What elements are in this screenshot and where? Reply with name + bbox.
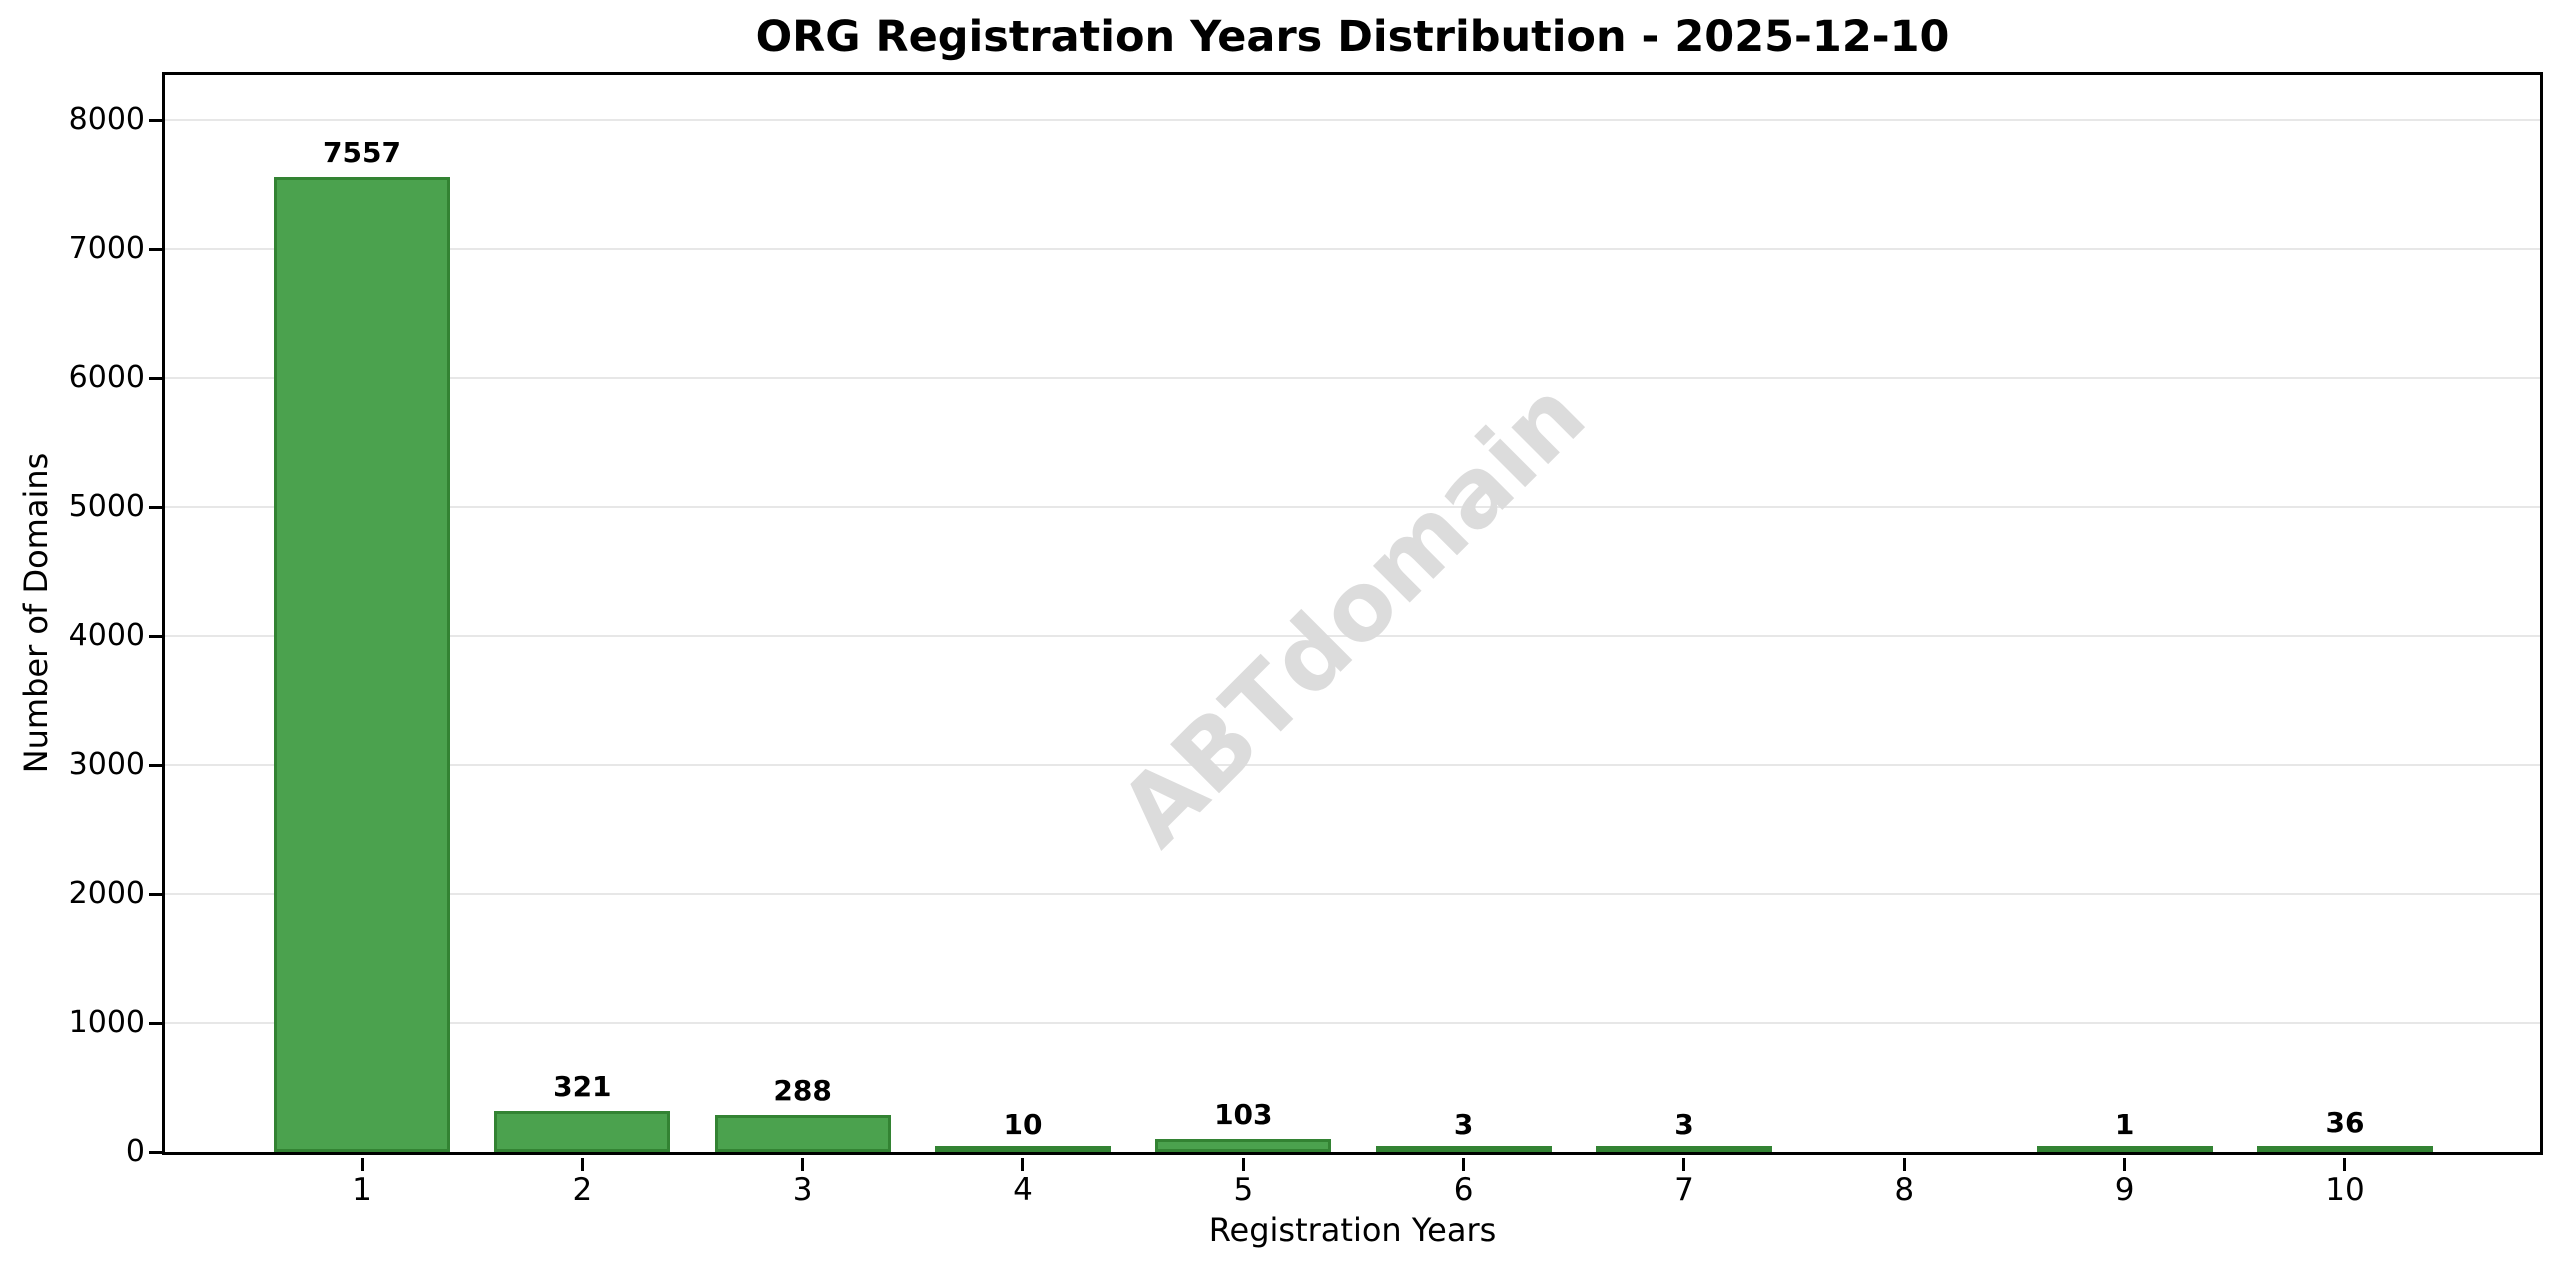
bar-value-label: 288 <box>773 1074 832 1107</box>
bar-value-label: 321 <box>553 1070 612 1103</box>
bar <box>1595 1146 1772 1152</box>
x-axis-label: Registration Years <box>1208 1211 1497 1249</box>
bar-value-label: 3 <box>1453 1108 1474 1141</box>
gridline <box>165 506 2540 509</box>
y-tick-mark <box>149 505 162 509</box>
x-tick-mark <box>360 1158 364 1171</box>
gridline <box>165 635 2540 638</box>
y-tick-label: 1000 <box>68 1005 145 1041</box>
y-tick-mark <box>149 892 162 896</box>
x-tick-label: 1 <box>352 1172 372 1208</box>
x-tick-mark <box>1902 1158 1906 1171</box>
gridline <box>165 893 2540 896</box>
x-tick-label: 2 <box>572 1172 593 1208</box>
x-tick-mark <box>1021 1158 1025 1171</box>
y-tick-label: 7000 <box>68 231 145 267</box>
bar <box>274 177 450 1152</box>
bar <box>714 1115 891 1152</box>
bar-value-label: 103 <box>1214 1098 1273 1131</box>
plot-area: ABTdomain 0 1000 2000 3000 4000 5000 6000 7000 8… <box>69 72 2543 1206</box>
y-axis-label: Number of Domains <box>17 452 55 774</box>
x-tick-label: 10 <box>2325 1172 2365 1208</box>
x-tick-mark <box>2123 1158 2127 1171</box>
x-tick-mark <box>1462 1158 1466 1171</box>
y-tick-label: 8000 <box>68 102 145 138</box>
y-tick-mark <box>149 376 162 380</box>
x-tick-mark <box>580 1158 584 1171</box>
x-tick-mark <box>1241 1158 1245 1171</box>
x-tick-mark <box>2343 1158 2347 1171</box>
y-tick-label: 6000 <box>68 360 145 396</box>
y-tick-label: 5000 <box>68 489 145 525</box>
y-tick-label: 0 <box>125 1134 145 1169</box>
x-tick-mark <box>801 1158 805 1171</box>
y-tick-mark <box>149 118 162 122</box>
y-tick-label: 4000 <box>68 618 145 654</box>
gridline <box>165 1022 2540 1025</box>
y-tick-label: 3000 <box>68 747 145 783</box>
y-tick-mark <box>149 634 162 638</box>
x-tick-label: 6 <box>1453 1172 1474 1208</box>
x-tick-mark <box>1682 1158 1686 1171</box>
chart-title: ORG Registration Years Distribution - 20… <box>755 12 1950 62</box>
y-tick-mark <box>149 247 162 251</box>
x-tick-label: 4 <box>1013 1172 1033 1208</box>
x-tick-label: 5 <box>1233 1172 1254 1208</box>
y-tick-mark <box>149 1150 162 1154</box>
bar <box>934 1146 1111 1152</box>
x-tick-label: 3 <box>792 1172 813 1208</box>
x-tick-label: 8 <box>1894 1172 1915 1208</box>
watermark-text: ABTdomain <box>1098 359 1607 868</box>
y-tick-mark <box>149 763 162 767</box>
y-tick-label: 2000 <box>68 876 145 912</box>
bar <box>2036 1146 2213 1152</box>
bar-value-label: 7557 <box>323 136 401 169</box>
bar-value-label: 36 <box>2325 1106 2365 1139</box>
bar <box>1375 1146 1552 1152</box>
gridline <box>165 248 2540 251</box>
x-tick-label: 9 <box>2114 1172 2135 1208</box>
bar <box>1155 1139 1332 1152</box>
bar-value-label: 1 <box>2114 1108 2135 1141</box>
gridline <box>165 764 2540 767</box>
gridline <box>165 119 2540 122</box>
gridline <box>165 377 2540 380</box>
plot-inner-region: ABTdomain 0 1000 2000 3000 4000 5000 6000 7000 8… <box>69 75 2540 1206</box>
bar <box>494 1111 671 1152</box>
bar <box>2256 1146 2433 1152</box>
bar-value-label: 3 <box>1674 1108 1694 1141</box>
y-tick-mark <box>149 1021 162 1025</box>
bar-value-label: 10 <box>1003 1108 1043 1141</box>
x-tick-label: 7 <box>1674 1172 1694 1208</box>
